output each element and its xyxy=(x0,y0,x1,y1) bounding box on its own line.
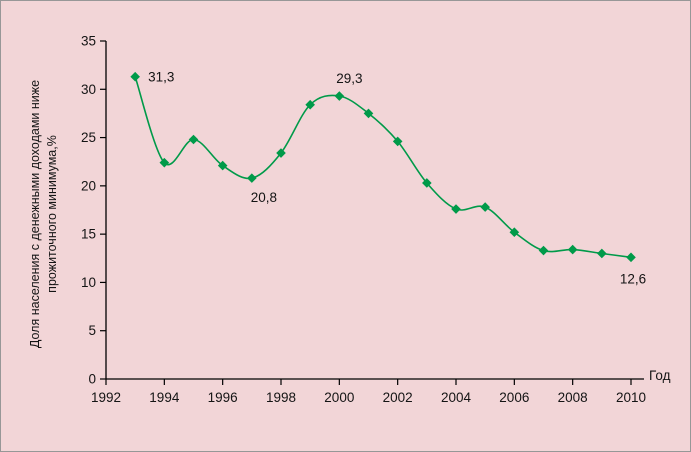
data-point-marker xyxy=(480,202,490,212)
y-tick-label: 20 xyxy=(81,178,96,193)
data-point-marker xyxy=(188,134,199,145)
data-point-marker xyxy=(159,157,170,168)
y-tick-label: 5 xyxy=(88,323,96,338)
x-tick-label: 2000 xyxy=(324,390,354,405)
data-point-marker xyxy=(305,99,315,110)
x-tick-label: 2010 xyxy=(616,390,646,405)
x-tick-label: 1996 xyxy=(208,390,238,405)
y-tick-label: 35 xyxy=(81,34,96,49)
data-point-marker xyxy=(597,248,607,259)
y-axis-label: Доля населения с денежными доходами ниже… xyxy=(28,79,59,349)
data-point-marker xyxy=(276,148,286,158)
data-point-marker xyxy=(363,108,374,119)
x-tick-label: 2008 xyxy=(558,390,588,405)
data-point-marker xyxy=(451,204,461,214)
data-line xyxy=(134,76,632,259)
y-tick-label: 15 xyxy=(81,227,96,242)
y-tick-label: 25 xyxy=(81,130,96,145)
x-tick-label: 1998 xyxy=(266,390,296,405)
data-point-marker xyxy=(247,173,257,183)
data-point-marker xyxy=(626,252,636,263)
data-point-marker xyxy=(392,136,403,147)
data-point-marker xyxy=(538,245,549,256)
x-tick-label: 2006 xyxy=(499,390,529,405)
data-label: 31,3 xyxy=(148,70,174,85)
data-label: 12,6 xyxy=(620,271,646,286)
x-tick-label: 1992 xyxy=(91,390,121,405)
x-axis-label: Год xyxy=(649,368,671,383)
data-point-marker xyxy=(130,71,140,82)
data-label: 29,3 xyxy=(336,71,362,86)
y-tick-label: 30 xyxy=(81,82,96,97)
data-point-marker xyxy=(422,178,432,188)
data-point-marker xyxy=(509,227,520,238)
x-tick-label: 2004 xyxy=(441,390,472,405)
y-tick-label: 0 xyxy=(88,372,96,387)
data-label: 20,8 xyxy=(251,190,277,205)
data-point-marker xyxy=(567,244,578,255)
data-point-marker xyxy=(217,160,228,171)
y-tick-label: 10 xyxy=(81,275,96,290)
data-point-marker xyxy=(334,91,345,101)
x-tick-label: 1994 xyxy=(149,390,180,405)
x-tick-label: 2002 xyxy=(383,390,413,405)
